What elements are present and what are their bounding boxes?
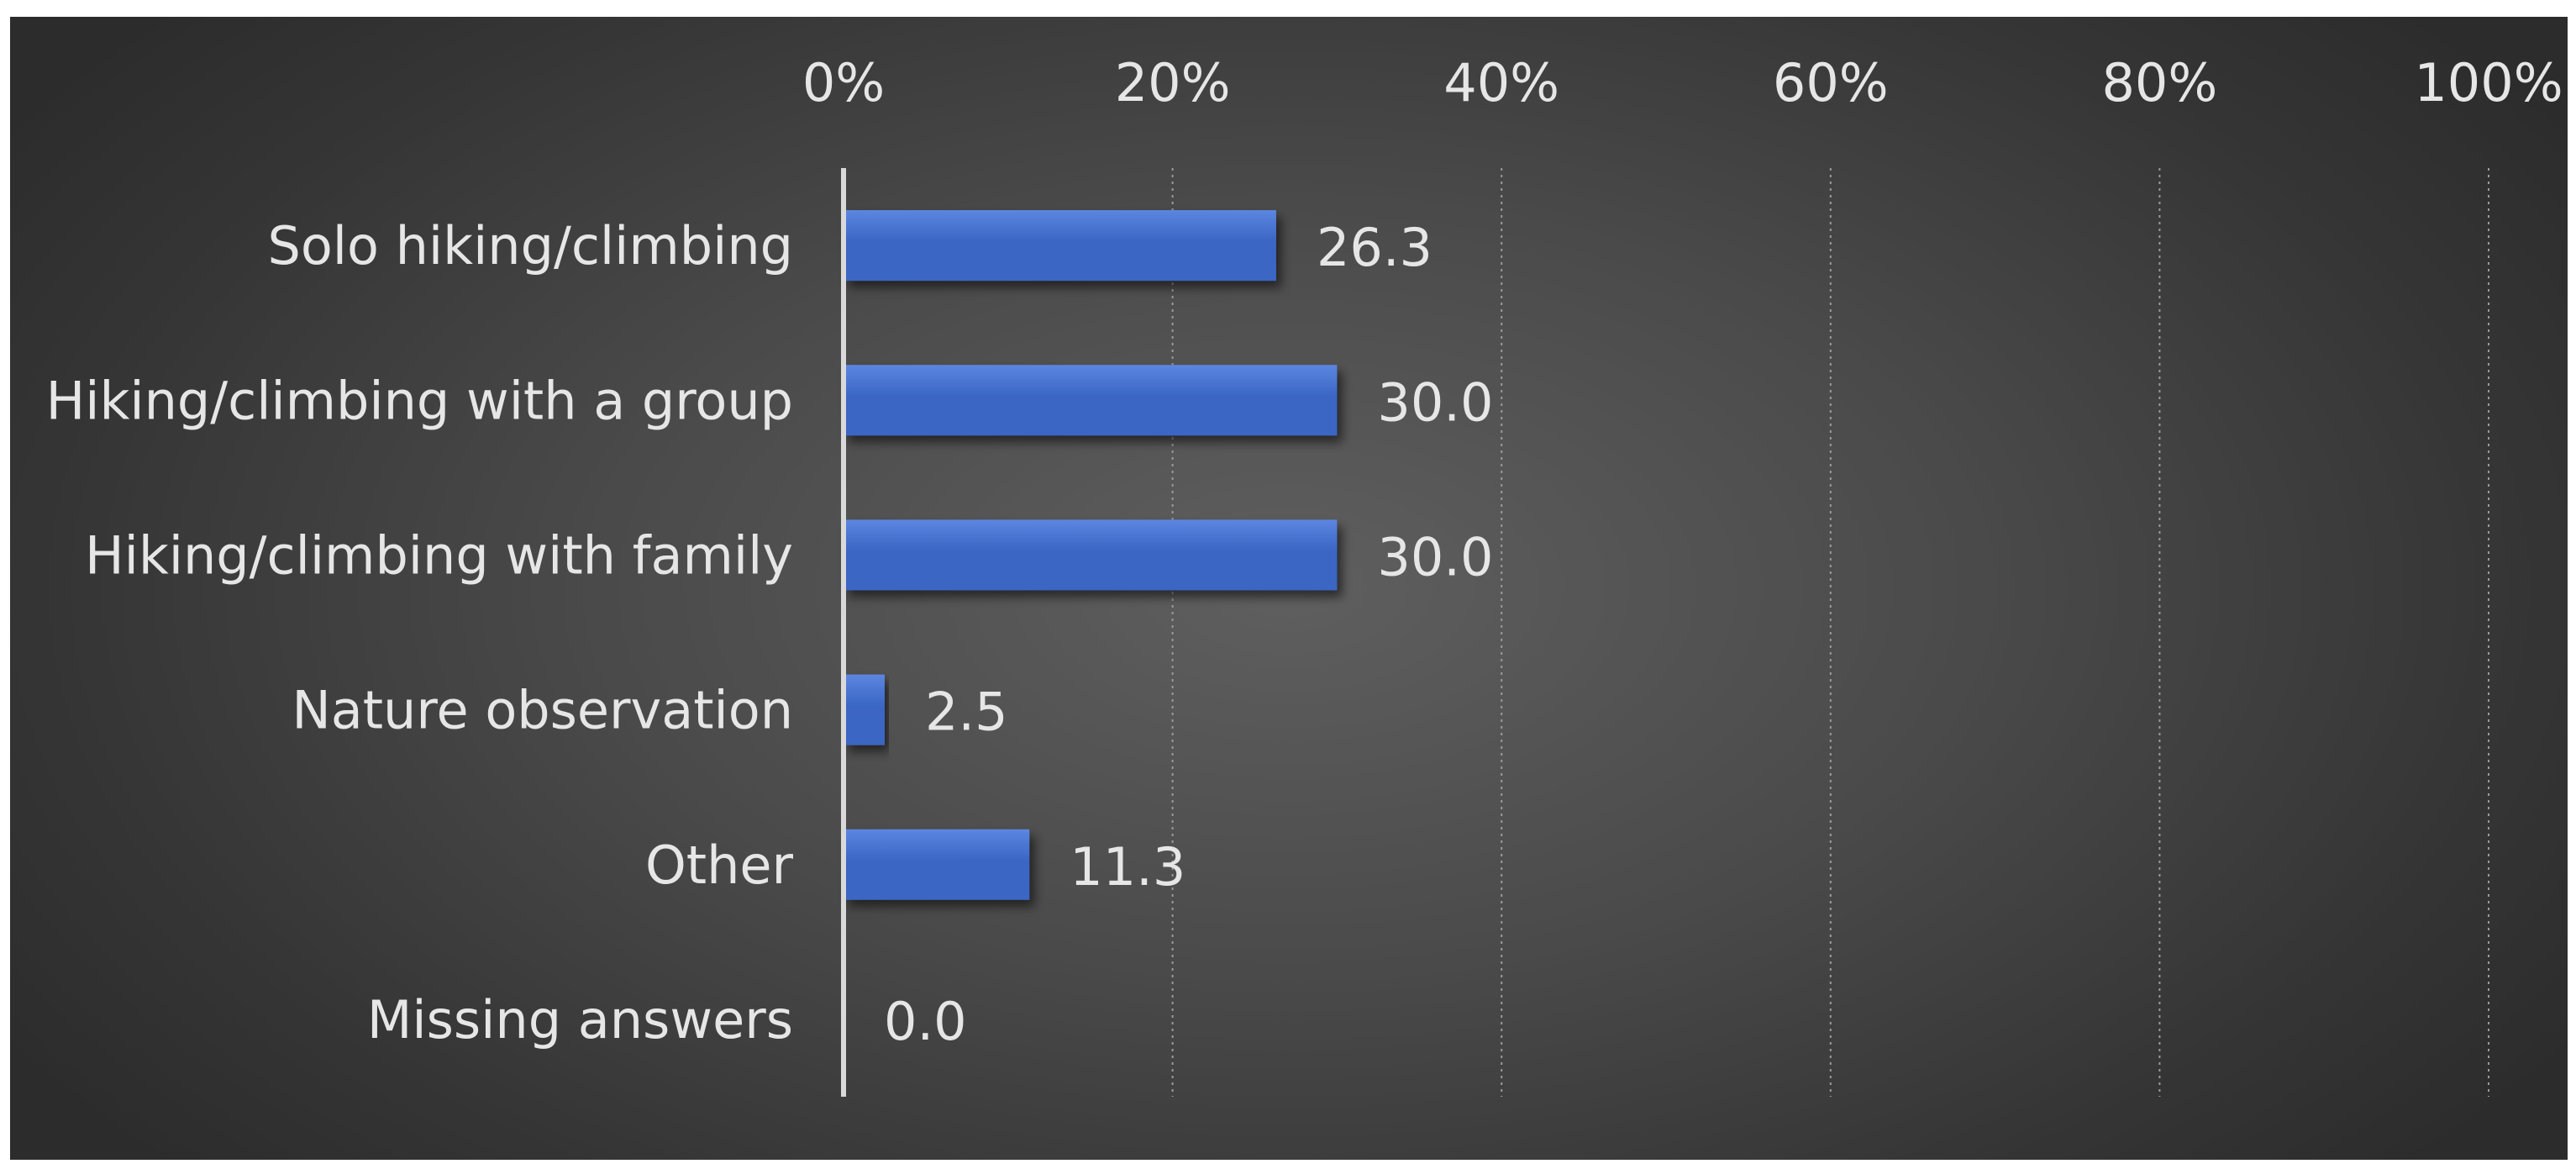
category-label: Hiking/climbing with family <box>85 524 793 586</box>
value-label: 26.3 <box>1317 217 1433 278</box>
category-labels: Solo hiking/climbing Hiking/climbing with… <box>46 215 794 1051</box>
x-tick-label: 0% <box>802 52 885 113</box>
value-label: 0.0 <box>884 991 967 1052</box>
bar <box>844 365 1338 436</box>
x-tick-label: 20% <box>1115 52 1231 113</box>
gridlines <box>1171 168 2489 1097</box>
x-tick-label: 60% <box>1773 52 1889 113</box>
bars <box>844 210 1338 900</box>
bar <box>844 210 1276 282</box>
category-label: Other <box>645 835 794 896</box>
bar <box>844 519 1338 591</box>
value-labels: 26.3 30.0 30.0 2.5 11.3 0.0 <box>884 217 1493 1052</box>
value-label: 11.3 <box>1070 836 1185 898</box>
value-label: 30.0 <box>1377 526 1493 587</box>
category-label: Missing answers <box>367 989 793 1051</box>
category-label: Hiking/climbing with a group <box>46 370 793 431</box>
x-tick-label: 80% <box>2101 52 2217 113</box>
x-tick-label: 40% <box>1443 52 1559 113</box>
bar <box>844 674 885 745</box>
category-label: Nature observation <box>292 680 793 741</box>
value-label: 30.0 <box>1377 371 1493 433</box>
x-tick-label: 100% <box>2414 52 2563 113</box>
bar <box>844 829 1030 900</box>
x-axis-ticks: 0% 20% 40% 60% 80% 100% <box>802 52 2563 113</box>
category-label: Solo hiking/climbing <box>267 215 793 276</box>
value-label: 2.5 <box>925 682 1008 743</box>
